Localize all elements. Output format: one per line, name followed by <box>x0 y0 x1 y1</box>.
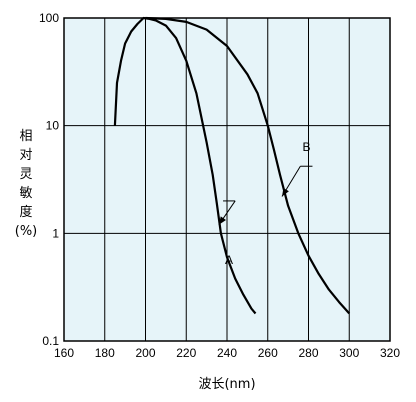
y-axis-title-char: 灵 <box>19 167 32 182</box>
series-b-line <box>145 16 351 315</box>
y-axis-title-char: 敏 <box>19 186 32 201</box>
x-tick-300: 300 <box>339 346 359 360</box>
series-a-label: A <box>225 253 233 267</box>
y-tick-0_1: 0.1 <box>42 334 59 348</box>
y-axis-title-char: 对 <box>19 148 32 163</box>
y-axis-title-char: 相 <box>19 129 32 144</box>
x-tick-240: 240 <box>217 346 237 360</box>
y-tick-100: 100 <box>39 11 59 25</box>
x-tick-labels: 160 180 200 220 240 260 280 300 320 <box>54 346 400 360</box>
y-axis-title-char: 度 <box>19 204 32 220</box>
x-tick-160: 160 <box>54 346 74 360</box>
series-b-arrowhead <box>282 187 289 197</box>
x-axis-title: 波长(nm) <box>198 377 255 392</box>
plot-frame <box>63 17 391 342</box>
series-layer: AB <box>113 16 351 315</box>
x-tick-200: 200 <box>135 346 155 360</box>
series-a-line <box>113 16 257 315</box>
x-tick-280: 280 <box>298 346 318 360</box>
x-tick-220: 220 <box>176 346 196 360</box>
y-tick-labels: 0.1 1 10 100 <box>39 11 59 348</box>
y-tick-10: 10 <box>46 119 60 133</box>
x-tick-180: 180 <box>95 346 115 360</box>
series-b-label: B <box>302 140 310 154</box>
x-tick-320: 320 <box>380 346 400 360</box>
series-a-arrowhead <box>218 216 227 225</box>
y-axis-title-char: (%) <box>15 224 38 239</box>
x-tick-260: 260 <box>258 346 278 360</box>
y-tick-1: 1 <box>52 226 59 240</box>
